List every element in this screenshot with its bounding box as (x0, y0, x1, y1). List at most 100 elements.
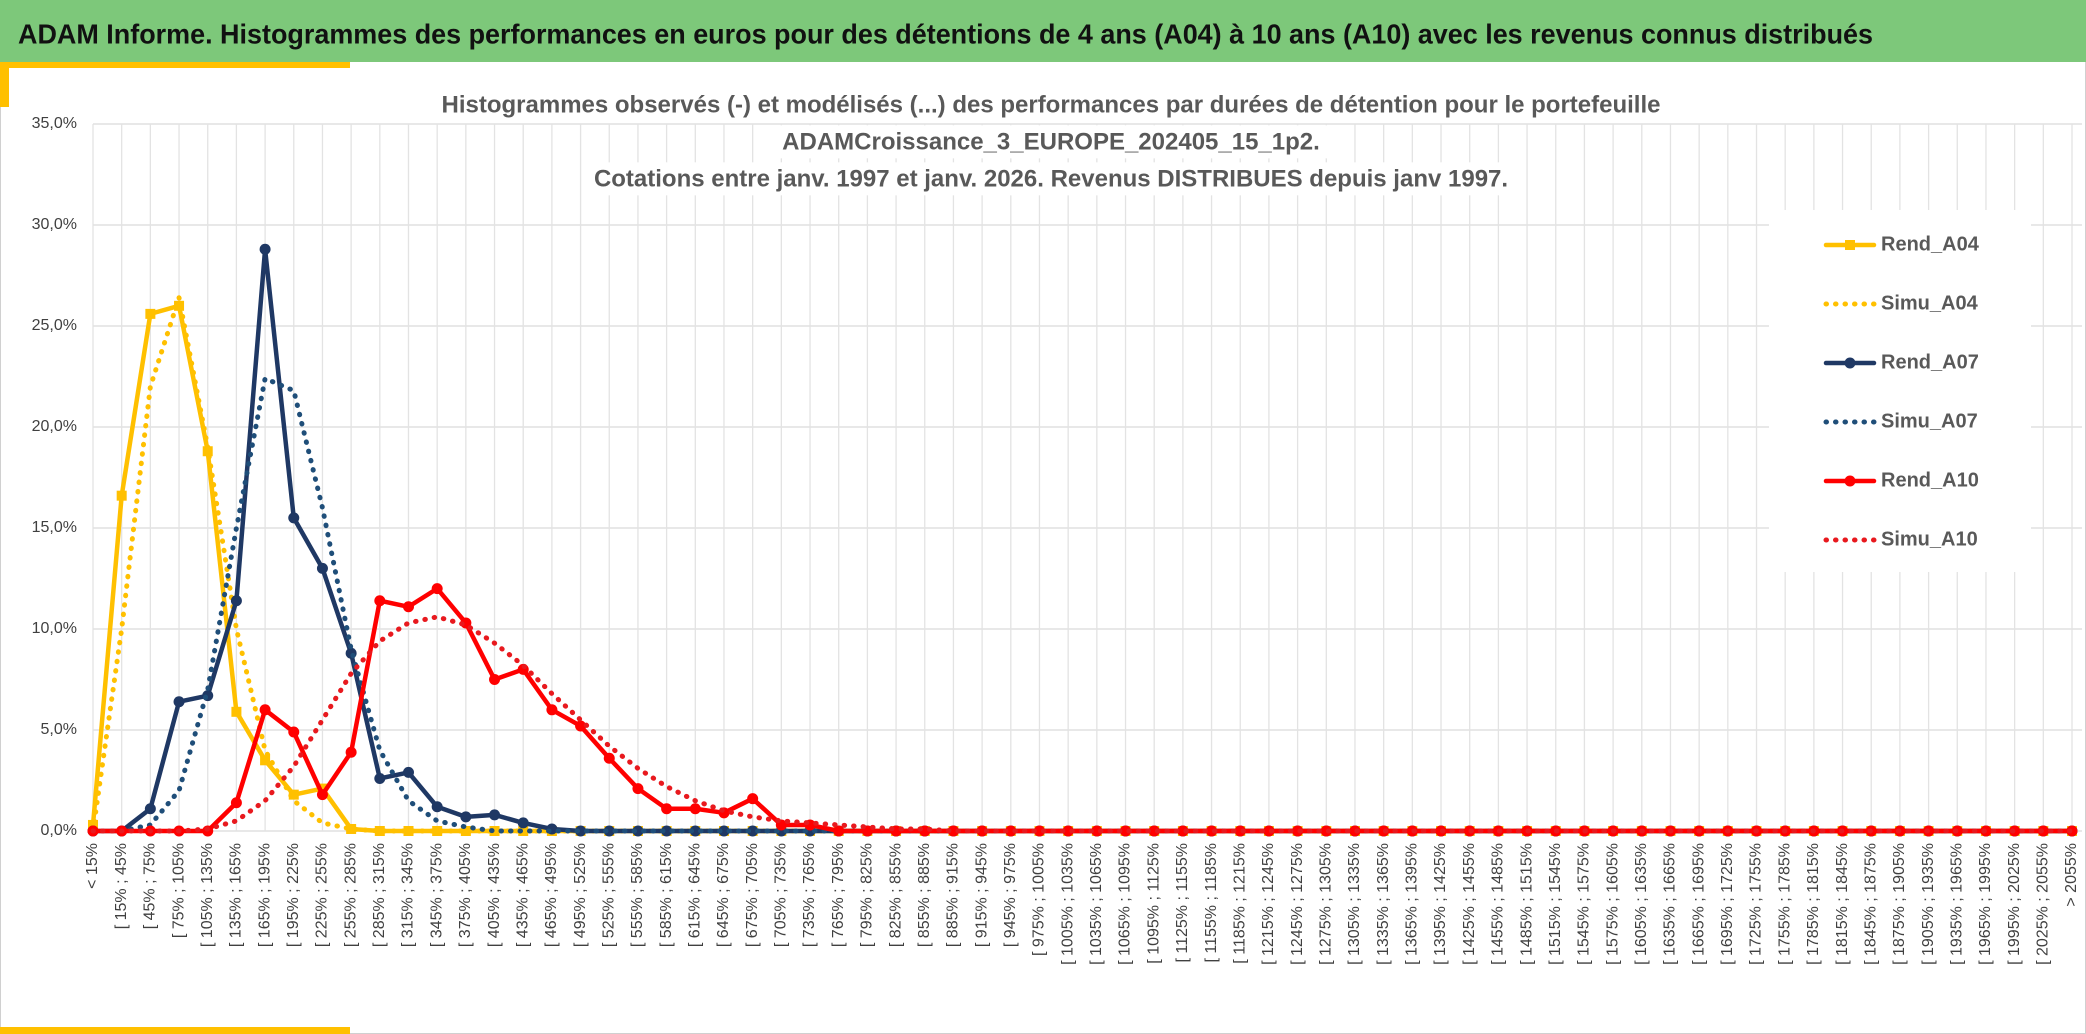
marker (316, 562, 328, 574)
marker (689, 825, 701, 837)
x-tick-label: [ 1095% ; 1125% (1145, 843, 1162, 964)
y-tick-label: 25,0% (32, 317, 77, 334)
marker (431, 583, 443, 595)
marker (632, 783, 644, 795)
y-tick-label: 30,0% (32, 216, 77, 233)
x-tick-label: [ 1635% ; 1665% (1662, 843, 1679, 965)
x-tick-label: [ 135% ; 165% (228, 843, 245, 947)
chart-title: Histogrammes observés (-) et modélisés (… (433, 88, 1669, 196)
marker (632, 825, 644, 837)
marker (1091, 825, 1103, 837)
marker (1177, 825, 1189, 837)
marker (374, 595, 386, 607)
marker (1148, 825, 1160, 837)
title-background (774, 125, 1328, 159)
y-tick-label: 15,0% (32, 519, 77, 536)
x-tick-label: [ 615% ; 645% (687, 843, 704, 947)
x-tick-label: [ 555% ; 585% (629, 843, 646, 947)
chart-title-line: Cotations entre janv. 1997 et janv. 2026… (594, 165, 1508, 192)
x-tick-label: [ 1515% ; 1545% (1547, 843, 1564, 965)
legend-marker (1845, 240, 1855, 250)
legend-label: Simu_A07 (1881, 410, 1978, 432)
y-tick-label: 20,0% (32, 418, 77, 435)
x-tick-label: [ 285% ; 315% (371, 843, 388, 947)
legend-label: Simu_A10 (1881, 528, 1978, 550)
x-tick-label: [ 945% ; 975% (1002, 843, 1019, 947)
marker (976, 825, 988, 837)
x-tick-label: [ 1365% ; 1395% (1404, 843, 1421, 965)
x-tick-label: [ 675% ; 705% (744, 843, 761, 947)
x-tick-label: > 2055% (2063, 843, 2080, 907)
x-tick-label: [ 1845% ; 1875% (1862, 843, 1879, 965)
marker (833, 825, 845, 837)
x-tick-label: [ 255% ; 285% (342, 843, 359, 947)
marker (346, 823, 357, 834)
x-tick-label: [ 1605% ; 1635% (1633, 843, 1650, 965)
x-tick-label: [ 975% ; 1005% (1031, 843, 1048, 956)
marker (517, 817, 529, 829)
x-tick-label: [ 1485% ; 1515% (1518, 843, 1535, 965)
x-tick-label: [ 1395% ; 1425% (1432, 843, 1449, 965)
x-tick-label: [ 1305% ; 1335% (1346, 843, 1363, 965)
x-tick-label: [ 1875% ; 1905% (1891, 843, 1908, 965)
x-tick-label: [ 1005% ; 1035% (1059, 843, 1076, 965)
x-tick-label: [ 1935% ; 1965% (1948, 843, 1965, 965)
x-tick-label: [ 1725% ; 1755% (1748, 843, 1765, 965)
marker (402, 601, 414, 613)
y-tick-label: 0,0% (41, 822, 77, 839)
marker (460, 826, 471, 836)
y-tick-label: 5,0% (41, 721, 77, 738)
x-tick-label: [ 1785% ; 1815% (1805, 843, 1822, 965)
marker (747, 793, 759, 805)
marker (747, 825, 759, 837)
legend: Rend_A04 Simu_A04 Rend_A07 Simu_A07 Rend_A10… (1769, 210, 2031, 572)
marker (259, 704, 271, 716)
legend-marker (1844, 357, 1856, 369)
marker (661, 825, 673, 837)
marker (1206, 825, 1218, 837)
marker (460, 811, 472, 823)
x-tick-label: [ 735% ; 765% (801, 843, 818, 947)
marker (1120, 825, 1132, 837)
marker (947, 825, 959, 837)
marker (116, 490, 127, 501)
accent (0, 62, 9, 107)
x-tick-label: [ 645% ; 675% (715, 843, 732, 947)
x-tick-label: [ 225% ; 255% (314, 843, 331, 947)
marker (689, 803, 701, 815)
x-tick-label: [ 465% ; 495% (543, 843, 560, 947)
x-tick-label: [ 915% ; 945% (973, 843, 990, 947)
y-tick-label: 35,0% (32, 115, 77, 132)
x-tick-label: [ 1695% ; 1725% (1719, 843, 1736, 965)
y-tick-label: 10,0% (32, 620, 77, 637)
x-tick-label: [ 495% ; 525% (572, 843, 589, 947)
banner (0, 0, 2086, 62)
marker (230, 797, 242, 809)
x-tick-label: [ 885% ; 915% (945, 843, 962, 947)
banner-title: ADAM Informe. Histogrammes des performan… (18, 18, 1873, 49)
x-tick-label: [ 345% ; 375% (428, 843, 445, 947)
x-tick-label: [ 795% ; 825% (859, 843, 876, 947)
marker (402, 766, 414, 778)
marker (288, 726, 300, 738)
marker (317, 783, 328, 794)
marker (546, 704, 558, 716)
marker (230, 595, 242, 607)
x-tick-label: [ 525% ; 555% (600, 843, 617, 947)
marker (489, 826, 500, 836)
x-tick-label: [ 825% ; 855% (887, 843, 904, 947)
x-tick-label: [ 1275% ; 1305% (1318, 843, 1335, 965)
x-tick-label: [ 1575% ; 1605% (1604, 843, 1621, 965)
accent (0, 62, 350, 68)
marker (1005, 825, 1017, 837)
marker (288, 789, 299, 800)
x-tick-label: [ 315% ; 345% (400, 843, 417, 947)
marker (603, 752, 615, 764)
marker (518, 826, 529, 836)
legend-background (1769, 210, 2031, 572)
x-tick-label: [ 1035% ; 1065% (1088, 843, 1105, 965)
legend-label: Rend_A10 (1881, 469, 1979, 491)
x-tick-label: [ 15% ; 45% (113, 843, 130, 929)
x-tick-label: [ 1125% ; 1155% (1174, 843, 1191, 963)
